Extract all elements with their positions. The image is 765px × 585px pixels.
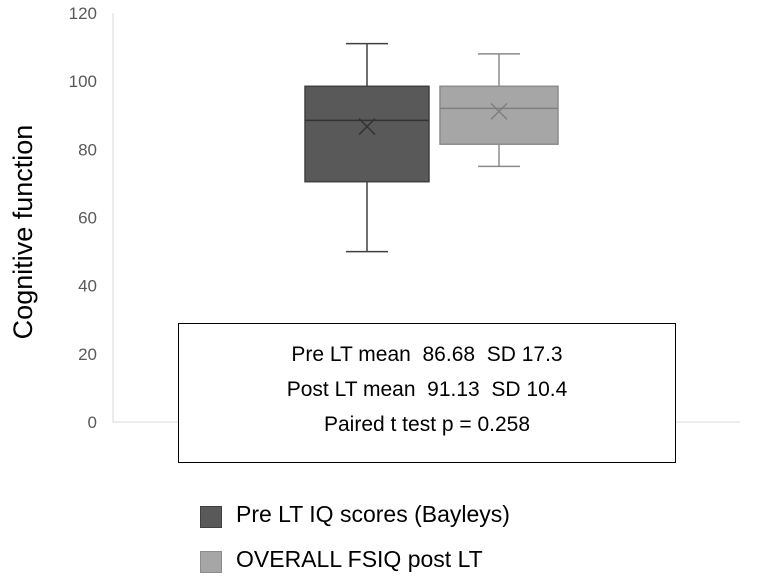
y-tick-label: 40	[78, 277, 97, 296]
legend-label-pre-lt: Pre LT IQ scores (Bayleys)	[236, 501, 510, 527]
legend-swatch-post-lt	[200, 551, 222, 573]
y-tick-label: 100	[69, 72, 97, 91]
y-tick-label: 60	[78, 209, 97, 228]
box-series-1	[439, 53, 559, 168]
stats-annotation-box: Pre LT mean 86.68 SD 17.3 Post LT mean 9…	[178, 323, 676, 463]
y-tick-label: 20	[78, 345, 97, 364]
annotation-post-mean: Post LT mean 91.13 SD 10.4	[286, 378, 568, 401]
legend-label-post-lt: OVERALL FSIQ post LT	[236, 546, 483, 572]
annotation-t-test: Paired t test p = 0.258	[323, 413, 531, 436]
iqr-box	[439, 85, 559, 145]
y-tick-label: 80	[78, 140, 97, 159]
legend-item-post-lt: OVERALL FSIQ post LT	[200, 546, 620, 578]
y-axis-label: Cognitive function	[8, 125, 38, 340]
mean-marker	[490, 102, 508, 120]
mean-marker	[358, 118, 376, 136]
iqr-box	[304, 85, 430, 183]
y-tick-label: 0	[88, 413, 97, 432]
legend-item-pre-lt: Pre LT IQ scores (Bayleys)	[200, 501, 620, 533]
annotation-pre-mean: Pre LT mean 86.68 SD 17.3	[291, 343, 563, 366]
box-series-0	[304, 42, 430, 253]
y-tick-label: 120	[69, 4, 97, 23]
legend-swatch-pre-lt	[200, 506, 222, 528]
